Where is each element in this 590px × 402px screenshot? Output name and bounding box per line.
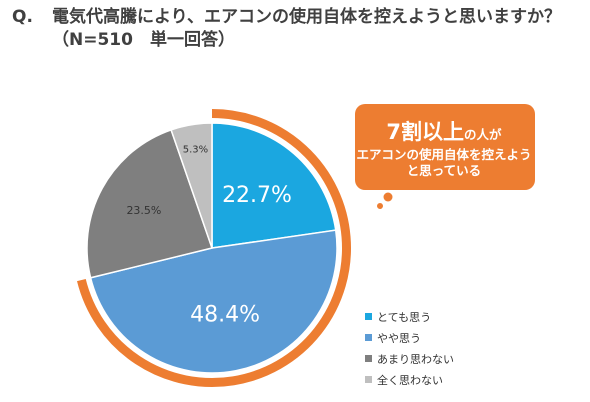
legend-item: やや思う: [365, 327, 454, 348]
slice-amari: [86, 128, 213, 279]
legend-label: 全く思わない: [377, 373, 443, 387]
title-line2: （N=510 単一回答）: [52, 30, 235, 50]
slice-yaya: [89, 229, 338, 374]
legend-label: やや思う: [377, 331, 421, 345]
legend-swatch: [365, 355, 372, 362]
pie-slices: 22.7% 48.4% 23.5% 5.3%: [77, 109, 351, 387]
callout-box: [355, 104, 535, 190]
highlight-ring: [77, 109, 351, 387]
legend-swatch: [365, 376, 372, 383]
label-totemo: 22.7%: [222, 183, 292, 208]
legend-swatch: [365, 334, 372, 341]
legend-item: とても思う: [365, 306, 454, 327]
callout-suffix: の人が: [464, 127, 502, 142]
callout-body: エアコンの使用自体を控えようと思っている: [356, 147, 532, 178]
callout-highlight: 7割以上: [386, 120, 465, 144]
legend-item: 全く思わない: [365, 369, 454, 390]
legend-label: とても思う: [377, 310, 432, 324]
slice-mattaku: [170, 122, 213, 249]
chart-legend: とても思うやや思うあまり思わない 全く思わない: [365, 306, 454, 390]
legend-item: あまり思わない: [365, 348, 454, 369]
callout-text: 7割以上の人が エアコンの使用自体を控えようと思っている: [356, 116, 532, 179]
callout-tail-dot: [383, 192, 393, 202]
label-mattaku: 5.3%: [183, 144, 208, 155]
slice-totemo: [211, 122, 337, 249]
title-line1: 電気代高騰により、エアコンの使用自体を控えようと思いますか？: [52, 7, 561, 27]
question-prefix: Q.: [12, 7, 33, 27]
chart-title: Q. 電気代高騰により、エアコンの使用自体を控えようと思いますか？ （N=510 …: [12, 6, 582, 52]
callout-tail-dot: [377, 203, 383, 209]
legend-label: あまり思わない: [377, 352, 454, 366]
legend-swatch: [365, 313, 372, 320]
label-amari: 23.5%: [126, 204, 161, 217]
label-yaya: 48.4%: [190, 302, 260, 327]
callout-bubble: [355, 104, 535, 209]
